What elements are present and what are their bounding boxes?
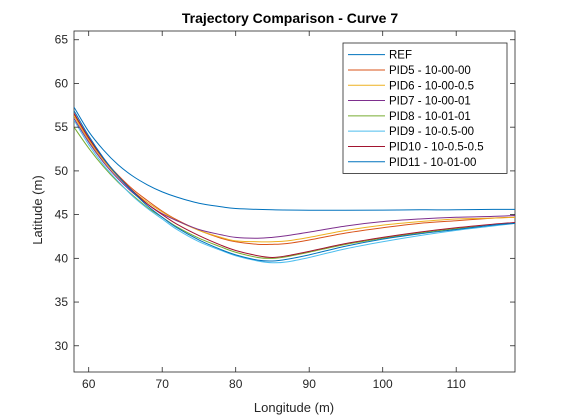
x-axis-label: Longitude (m) — [254, 400, 334, 415]
legend-entry: PID9 - 10-0.5-00 — [389, 126, 474, 138]
legend-entry: PID8 - 10-01-01 — [389, 111, 471, 123]
y-tick-label: 30 — [55, 339, 69, 353]
y-tick-label: 35 — [55, 295, 69, 309]
y-tick-label: 40 — [55, 251, 69, 265]
y-tick-label: 60 — [55, 76, 69, 90]
x-tick-label: 110 — [447, 377, 466, 391]
chart-title: Trajectory Comparison - Curve 7 — [182, 10, 399, 26]
legend-entry: PID11 - 10-01-00 — [389, 157, 476, 169]
x-tick-label: 80 — [229, 377, 243, 391]
y-tick-label: 65 — [55, 33, 69, 47]
legend-entry: PID6 - 10-00-0.5 — [389, 80, 474, 92]
legend-box — [343, 43, 507, 173]
legend-entry: PID5 - 10-00-00 — [389, 65, 471, 77]
y-axis-label: Latitude (m) — [30, 175, 45, 244]
y-tick-label: 45 — [55, 208, 69, 222]
legend: REF PID5 - 10-00-00 PID6 - 10-00-0.5 PID7 -… — [343, 43, 507, 173]
y-tick-label: 55 — [55, 120, 69, 134]
y-tick-label: 50 — [55, 164, 69, 178]
legend-entry: PID10 - 10-0.5-0.5 — [389, 141, 484, 153]
legend-entry: PID7 - 10-00-01 — [389, 96, 471, 108]
x-tick-label: 90 — [303, 377, 317, 391]
legend-entry: REF — [389, 50, 412, 62]
x-tick-label: 60 — [82, 377, 96, 391]
x-tick-label: 100 — [373, 377, 393, 391]
x-tick-label: 70 — [156, 377, 170, 391]
